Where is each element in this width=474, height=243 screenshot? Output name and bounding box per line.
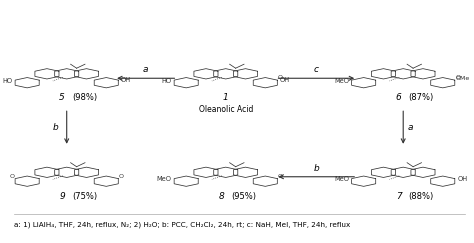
Text: OH: OH [280,77,290,83]
Text: 7: 7 [396,192,401,201]
Text: c: c [314,65,319,74]
Text: MeO: MeO [334,78,349,84]
Text: b: b [313,164,319,173]
Text: (75%): (75%) [72,192,97,201]
Text: MeO: MeO [156,176,172,182]
Text: a: 1) LiAlH₄, THF, 24h, reflux, N₂; 2) H₂O; b: PCC, CH₂Cl₂, 24h, rt; c: NaH, MeI: a: 1) LiAlH₄, THF, 24h, reflux, N₂; 2) H… [14,221,350,228]
Text: O: O [278,75,283,80]
Text: O: O [456,75,460,80]
Text: OMe: OMe [456,76,470,81]
Text: O: O [278,174,283,179]
Text: HO: HO [2,78,12,84]
Text: OH: OH [121,77,131,83]
Text: 1: 1 [223,93,228,102]
Text: OH: OH [457,175,467,182]
Text: 9: 9 [59,192,65,201]
Text: MeO: MeO [334,176,349,182]
Text: a: a [408,123,413,132]
Text: (88%): (88%) [409,192,434,201]
Text: (98%): (98%) [72,93,97,102]
Text: Oleanolic Acid: Oleanolic Acid [199,105,253,114]
Text: (87%): (87%) [409,93,434,102]
Text: HO: HO [161,78,171,84]
Text: O: O [10,174,15,179]
Text: (95%): (95%) [231,192,256,201]
Text: a: a [143,65,148,74]
Text: 5: 5 [59,93,65,102]
Text: O: O [119,174,124,179]
Text: 8: 8 [218,192,224,201]
Text: 6: 6 [396,93,401,102]
Text: b: b [53,123,59,132]
